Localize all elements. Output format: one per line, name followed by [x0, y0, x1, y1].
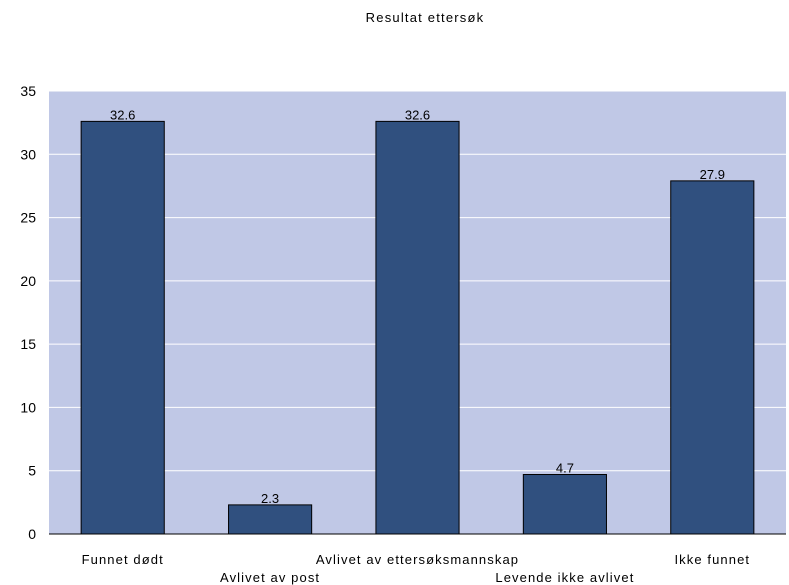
y-tick-label: 5 — [28, 463, 36, 479]
labels: 32.6 Funnet dødt 2.3 Avlivet av post 32.6 Avl… — [82, 107, 750, 585]
chart-title: Resultat ettersøk — [366, 10, 485, 25]
category-label: Funnet dødt — [82, 552, 164, 567]
y-tick-label: 10 — [20, 399, 36, 415]
bar — [670, 180, 755, 535]
category-label: Avlivet av post — [220, 570, 320, 585]
y-tick-label: 15 — [20, 336, 36, 352]
y-tick-label: 0 — [28, 526, 36, 542]
bar — [80, 120, 165, 535]
y-tick-label: 35 — [20, 83, 36, 99]
category-label: Levende ikke avlivet — [495, 570, 634, 585]
y-tick-label: 25 — [20, 210, 36, 226]
data-label: 2.3 — [261, 491, 279, 506]
data-label: 27.9 — [700, 167, 725, 182]
data-label: 32.6 — [110, 107, 135, 122]
data-label: 4.7 — [556, 461, 574, 476]
bars — [80, 120, 755, 535]
category-label: Ikke funnet — [674, 552, 750, 567]
data-label: 32.6 — [405, 107, 430, 122]
y-tick-label: 30 — [20, 146, 36, 162]
bar — [228, 504, 313, 535]
bar — [375, 120, 460, 535]
y-tick-label: 20 — [20, 273, 36, 289]
bar — [522, 474, 607, 535]
category-label: Avlivet av ettersøksmannskap — [316, 552, 519, 567]
